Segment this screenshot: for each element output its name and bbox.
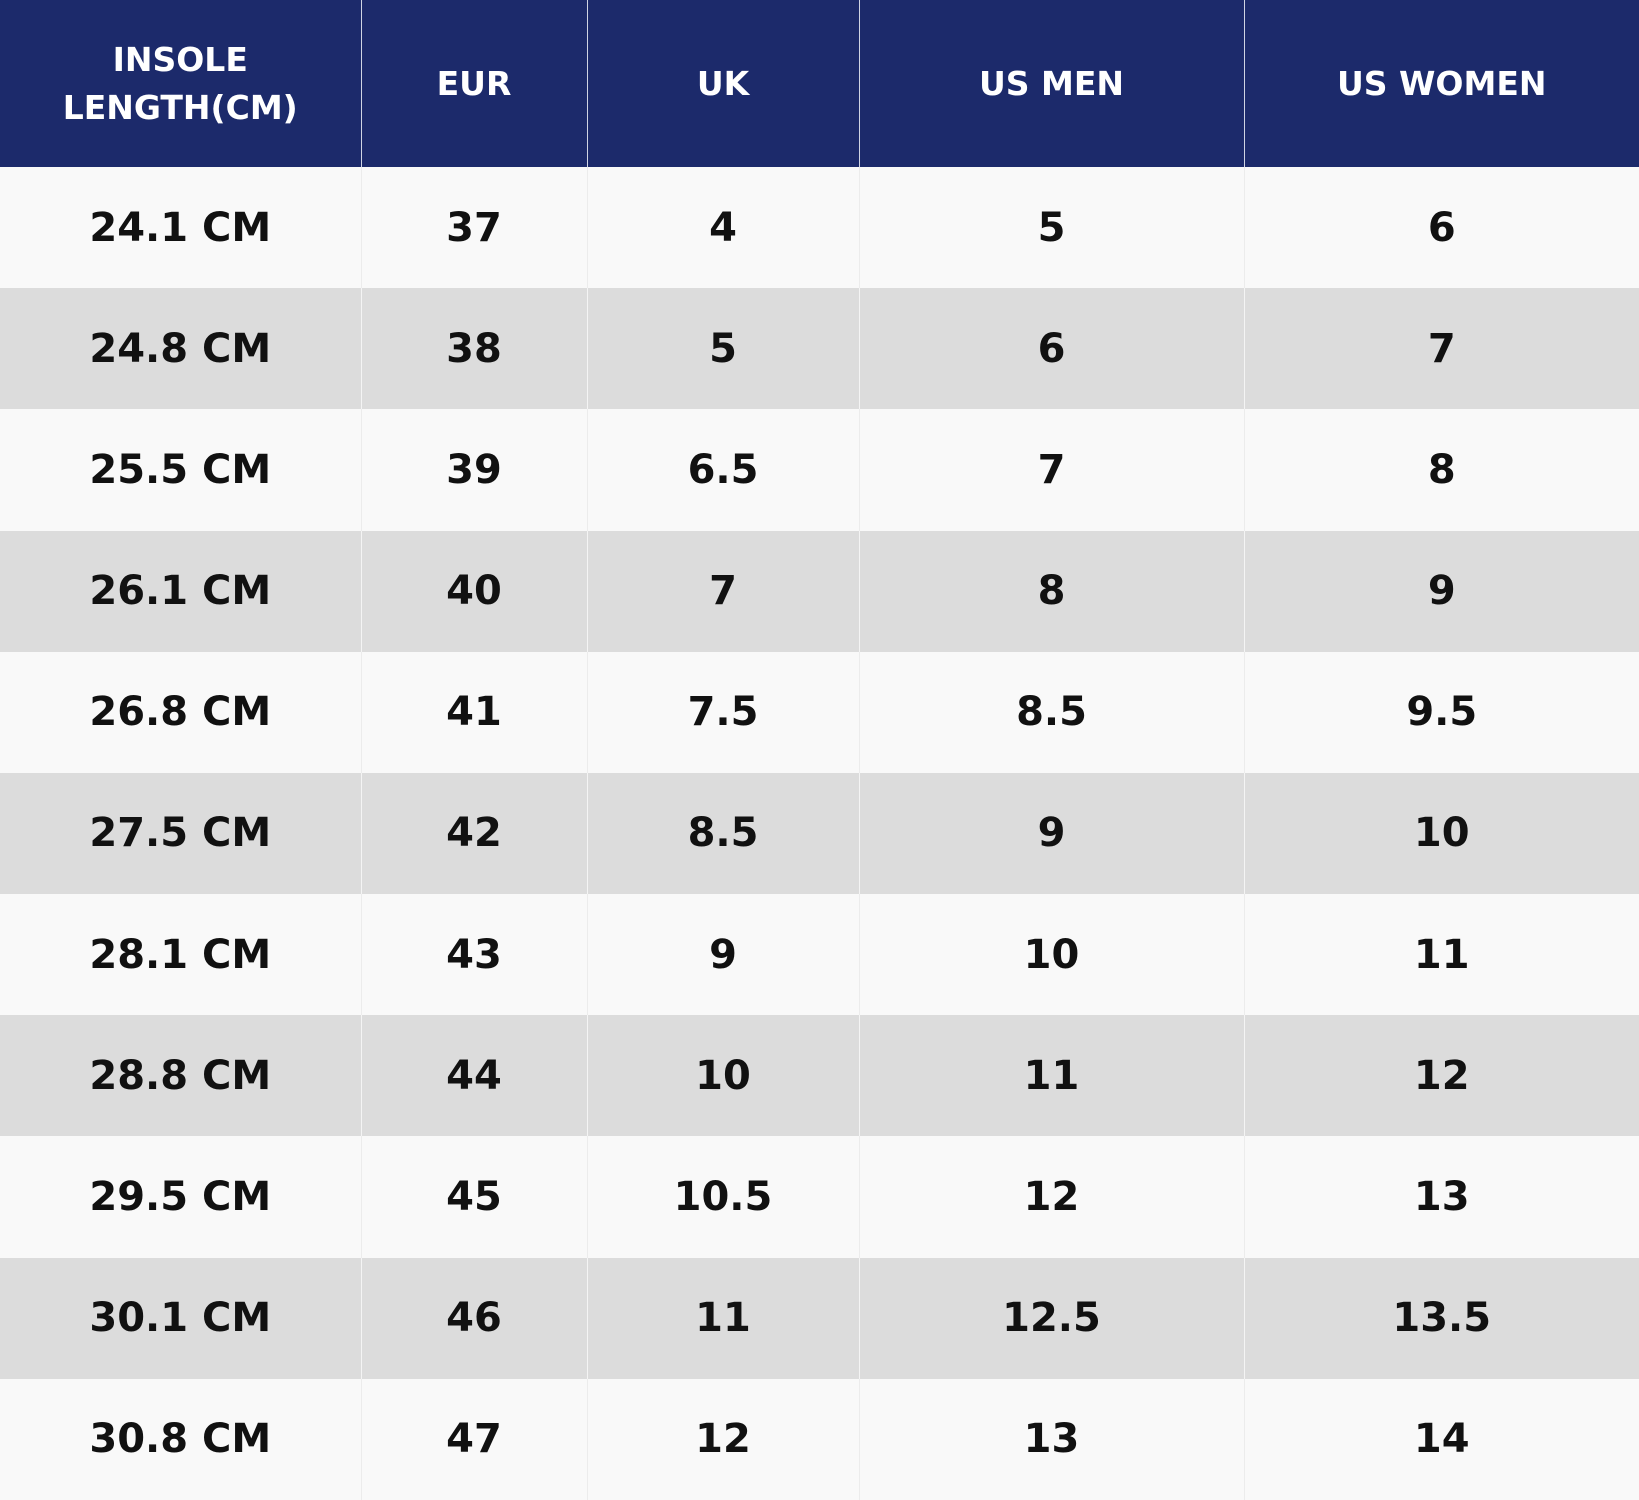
- table-body: 24.1 CM 37 4 5 6 24.8 CM 38 5 6 7 25.5 CM 39 6.5 7 8 26…: [0, 167, 1639, 1500]
- column-header: INSOLE LENGTH(CM): [0, 0, 361, 167]
- table-row: 24.1 CM 37 4 5 6: [0, 167, 1639, 289]
- table-cell: 12: [1243, 1015, 1639, 1137]
- table-cell: 40: [360, 530, 587, 652]
- table-row: 29.5 CM 45 10.5 12 13: [0, 1136, 1639, 1258]
- table-cell: 9.5: [1243, 651, 1639, 773]
- table-cell: 5: [858, 167, 1244, 289]
- table-row: 25.5 CM 39 6.5 7 8: [0, 409, 1639, 531]
- table-row: 27.5 CM 42 8.5 9 10: [0, 772, 1639, 895]
- table-cell: 8: [858, 530, 1244, 652]
- table-cell: 26.1 CM: [0, 530, 361, 652]
- table-cell: 10: [1243, 772, 1639, 895]
- table-cell: 29.5 CM: [0, 1136, 361, 1258]
- table-cell: 10.5: [586, 1136, 859, 1258]
- table-cell: 12: [586, 1378, 859, 1500]
- table-cell: 46: [360, 1257, 587, 1379]
- table-cell: 30.1 CM: [0, 1257, 361, 1379]
- table-cell: 25.5 CM: [0, 409, 361, 531]
- table-cell: 24.1 CM: [0, 167, 361, 289]
- table-cell: 13: [1243, 1136, 1639, 1258]
- column-header: EUR: [360, 0, 587, 167]
- table-cell: 11: [858, 1015, 1244, 1137]
- table-cell: 9: [858, 772, 1244, 895]
- table-cell: 13.5: [1243, 1257, 1639, 1379]
- table-row: 28.8 CM 44 10 11 12: [0, 1015, 1639, 1137]
- table-cell: 26.8 CM: [0, 651, 361, 773]
- table-cell: 12.5: [858, 1257, 1244, 1379]
- table-cell: 8.5: [586, 772, 859, 895]
- table-cell: 24.8 CM: [0, 288, 361, 410]
- table-cell: 41: [360, 651, 587, 773]
- table-cell: 30.8 CM: [0, 1378, 361, 1500]
- column-header: US WOMEN: [1243, 0, 1639, 167]
- table-cell: 4: [586, 167, 859, 289]
- column-header: UK: [586, 0, 859, 167]
- table-cell: 14: [1243, 1378, 1639, 1500]
- table-cell: 13: [858, 1378, 1244, 1500]
- table-cell: 9: [1243, 530, 1639, 652]
- table-cell: 10: [586, 1015, 859, 1137]
- table-row: 30.8 CM 47 12 13 14: [0, 1378, 1639, 1500]
- table-cell: 45: [360, 1136, 587, 1258]
- table-row: 28.1 CM 43 9 10 11: [0, 894, 1639, 1016]
- table-cell: 11: [1243, 894, 1639, 1016]
- table-row: 24.8 CM 38 5 6 7: [0, 288, 1639, 410]
- table-row: 26.8 CM 41 7.5 8.5 9.5: [0, 651, 1639, 773]
- table-cell: 42: [360, 772, 587, 895]
- table-cell: 11: [586, 1257, 859, 1379]
- header-row: INSOLE LENGTH(CM) EUR UK US MEN US WOMEN: [0, 0, 1639, 167]
- table-cell: 8.5: [858, 651, 1244, 773]
- table-cell: 12: [858, 1136, 1244, 1258]
- table-row: 30.1 CM 46 11 12.5 13.5: [0, 1257, 1639, 1379]
- table-cell: 47: [360, 1378, 587, 1500]
- table-cell: 7.5: [586, 651, 859, 773]
- table-cell: 10: [858, 894, 1244, 1016]
- table-cell: 44: [360, 1015, 587, 1137]
- table-cell: 7: [858, 409, 1244, 531]
- table-cell: 39: [360, 409, 587, 531]
- table-cell: 37: [360, 167, 587, 289]
- table-cell: 6: [1243, 167, 1639, 289]
- table-cell: 7: [1243, 288, 1639, 410]
- table-row: 26.1 CM 40 7 8 9: [0, 530, 1639, 652]
- table-cell: 8: [1243, 409, 1639, 531]
- table-cell: 6.5: [586, 409, 859, 531]
- table-cell: 28.1 CM: [0, 894, 361, 1016]
- table-cell: 28.8 CM: [0, 1015, 361, 1137]
- table-cell: 27.5 CM: [0, 772, 361, 895]
- table-cell: 38: [360, 288, 587, 410]
- table-cell: 6: [858, 288, 1244, 410]
- table-cell: 7: [586, 530, 859, 652]
- table-cell: 5: [586, 288, 859, 410]
- column-header: US MEN: [858, 0, 1244, 167]
- table-cell: 9: [586, 894, 859, 1016]
- table-cell: 43: [360, 894, 587, 1016]
